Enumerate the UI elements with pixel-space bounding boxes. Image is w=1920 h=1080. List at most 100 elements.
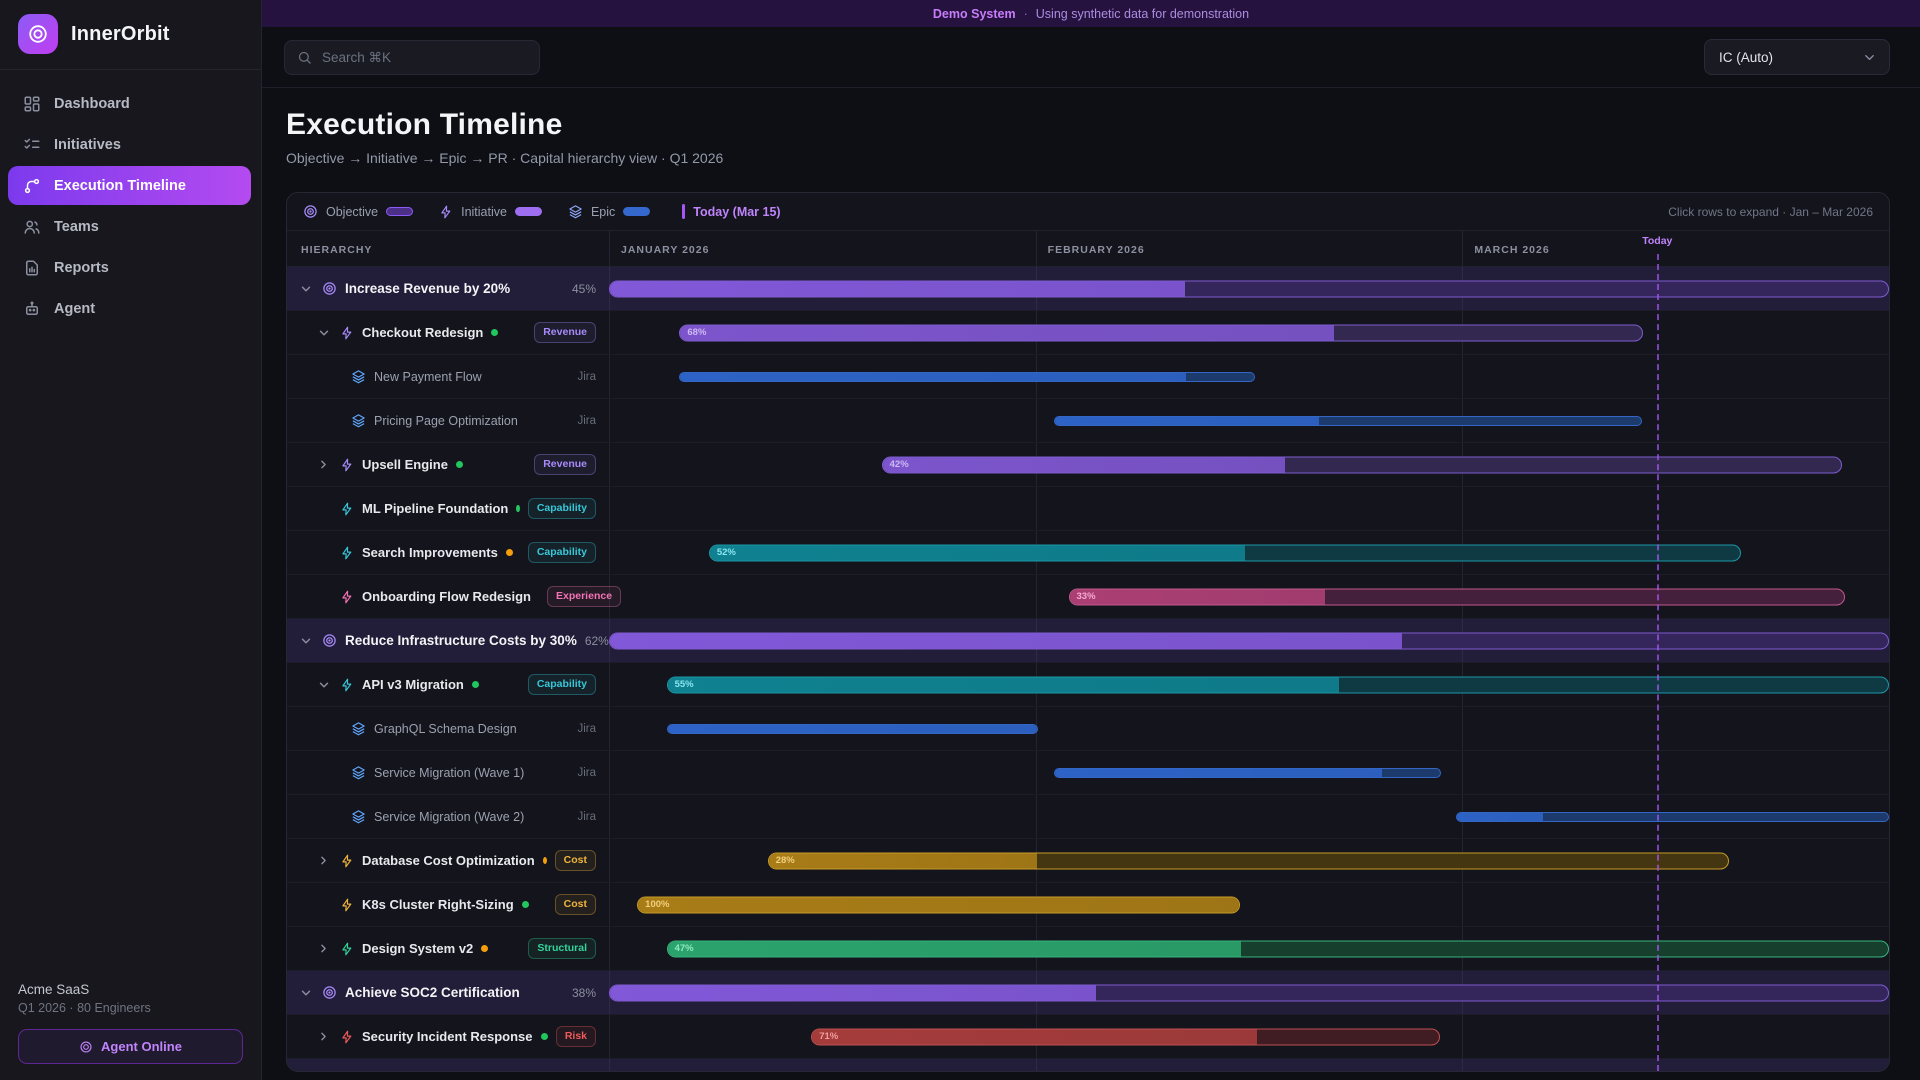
timeline-row[interactable]: Service Migration (Wave 2) Jira: [287, 795, 1889, 839]
objective-gantt-bar[interactable]: [609, 280, 1889, 297]
row-hierarchy-cell[interactable]: Pricing Page Optimization Jira: [287, 399, 609, 442]
row-label: K8s Cluster Right-Sizing: [362, 897, 514, 912]
search-box[interactable]: [284, 39, 540, 75]
bar-progress-fill: [709, 545, 1246, 560]
initiative-gantt-bar[interactable]: 68%: [679, 324, 1644, 341]
row-hierarchy-cell[interactable]: New Payment Flow Jira: [287, 355, 609, 398]
timeline-row[interactable]: Security Incident Response Risk 71%: [287, 1015, 1889, 1059]
row-label: Checkout Redesign: [362, 325, 484, 340]
row-hierarchy-cell[interactable]: GraphQL Schema Design Jira: [287, 707, 609, 750]
timeline-row[interactable]: Design System v2 Structural 47%: [287, 927, 1889, 971]
row-label: Onboarding Flow Redesign: [362, 589, 531, 604]
bar-progress-fill: [667, 677, 1339, 692]
row-hierarchy-cell[interactable]: Reduce Infrastructure Costs by 30% 62%: [287, 619, 609, 662]
row-hierarchy-cell[interactable]: Upsell Engine Revenue: [287, 443, 609, 486]
timeline-row[interactable]: API v3 Migration Capability 55%: [287, 663, 1889, 707]
row-hierarchy-cell[interactable]: Increase Revenue by 20% 45%: [287, 267, 609, 310]
timeline-row[interactable]: Onboarding Flow Redesign Experience 33%: [287, 575, 1889, 619]
epic-gantt-bar[interactable]: [1054, 415, 1642, 426]
objective-gantt-bar[interactable]: [609, 984, 1889, 1001]
timeline-row[interactable]: Database Cost Optimization Cost 28%: [287, 839, 1889, 883]
chevron-right-icon[interactable]: [317, 458, 332, 471]
timeline-row[interactable]: Checkout Redesign Revenue 68%: [287, 311, 1889, 355]
chevron-down-icon[interactable]: [299, 634, 314, 648]
initiative-gantt-bar[interactable]: 52%: [708, 544, 1741, 561]
chevron-right-icon[interactable]: [317, 942, 332, 955]
timeline-row[interactable]: Service Migration (Wave 1) Jira: [287, 751, 1889, 795]
zap-icon: [340, 546, 354, 560]
row-hierarchy-cell[interactable]: Checkout Redesign Revenue: [287, 311, 609, 354]
sidebar-item-initiatives[interactable]: Initiatives: [8, 125, 251, 164]
sidebar-item-label: Teams: [54, 218, 99, 235]
row-hierarchy-cell[interactable]: Achieve SOC2 Certification 38%: [287, 971, 609, 1014]
layers-icon: [568, 204, 583, 219]
timeline-row[interactable]: Increase Revenue by 20% 45%: [287, 267, 1889, 311]
initiative-gantt-bar[interactable]: 28%: [767, 852, 1729, 869]
row-label: Search Improvements: [362, 545, 498, 560]
chevron-down-icon[interactable]: [317, 678, 332, 692]
column-march: MARCH 2026: [1474, 243, 1550, 256]
timeline-row[interactable]: New Payment Flow Jira: [287, 355, 1889, 399]
chevron-down-icon[interactable]: [299, 986, 314, 1000]
profile-select[interactable]: IC (Auto): [1704, 39, 1890, 75]
chevron-right-icon[interactable]: [317, 854, 332, 867]
zap-icon: [340, 854, 354, 868]
sidebar-item-agent[interactable]: Agent: [8, 289, 251, 328]
epic-gantt-bar[interactable]: [1456, 811, 1889, 822]
chevron-right-icon[interactable]: [317, 1030, 332, 1043]
initiative-gantt-bar[interactable]: 33%: [1068, 588, 1846, 605]
initiative-gantt-bar[interactable]: 71%: [811, 1028, 1440, 1045]
reports-icon: [22, 259, 41, 277]
today-tick-icon: [682, 204, 686, 219]
initiative-gantt-bar[interactable]: 55%: [666, 676, 1889, 693]
sidebar-item-teams[interactable]: Teams: [8, 207, 251, 246]
epic-gantt-bar[interactable]: [1054, 767, 1441, 778]
sidebar-item-reports[interactable]: Reports: [8, 248, 251, 287]
timeline-row[interactable]: Search Improvements Capability 52%: [287, 531, 1889, 575]
brand-name: InnerOrbit: [71, 22, 170, 45]
row-hierarchy-cell[interactable]: Security Incident Response Risk: [287, 1015, 609, 1058]
timeline-row[interactable]: Reduce Infrastructure Costs by 30% 62%: [287, 619, 1889, 663]
today-marker-label: Today: [1642, 235, 1673, 247]
timeline-legend: Objective Initiative: [287, 193, 1889, 231]
initiatives-icon: [22, 136, 41, 154]
initiative-gantt-bar[interactable]: 47%: [666, 940, 1889, 957]
epic-gantt-bar[interactable]: [679, 371, 1256, 382]
timeline-row[interactable]: K8s Cluster Right-Sizing Cost 100%: [287, 883, 1889, 927]
bar-progress-label: 100%: [645, 899, 670, 910]
sidebar-item-dashboard[interactable]: Dashboard: [8, 84, 251, 123]
timeline-row[interactable]: Pricing Page Optimization Jira: [287, 399, 1889, 443]
profile-select-value: IC (Auto): [1719, 49, 1774, 65]
initiative-gantt-bar[interactable]: 42%: [881, 456, 1842, 473]
row-hierarchy-cell[interactable]: ML Pipeline Foundation Capability: [287, 487, 609, 530]
timeline-row[interactable]: GraphQL Schema Design Jira: [287, 707, 1889, 751]
demo-banner-separator: ·: [1023, 6, 1028, 21]
initiative-gantt-bar[interactable]: 100%: [637, 896, 1241, 913]
timeline-row[interactable]: ML Pipeline Foundation Capability: [287, 487, 1889, 531]
objective-gantt-bar[interactable]: [609, 632, 1889, 649]
timeline-row[interactable]: Achieve SOC2 Certification 38%: [287, 971, 1889, 1015]
row-timeline-cell: [609, 399, 1889, 442]
row-hierarchy-cell[interactable]: Database Cost Optimization Cost: [287, 839, 609, 882]
timeline-row[interactable]: Upsell Engine Revenue 42%: [287, 443, 1889, 487]
sidebar-item-execution-timeline[interactable]: Execution Timeline: [8, 166, 251, 205]
row-hierarchy-cell[interactable]: K8s Cluster Right-Sizing Cost: [287, 883, 609, 926]
timeline-grid: Today HIERARCHY JANUARY 2026 FEBRUARY 20…: [287, 231, 1889, 1071]
row-hierarchy-cell[interactable]: Design System v2 Structural: [287, 927, 609, 970]
demo-banner-title: Demo System: [932, 6, 1016, 21]
timeline-column-headers: HIERARCHY JANUARY 2026 FEBRUARY 2026 MAR…: [287, 231, 1889, 267]
row-timeline-cell: 68%: [609, 311, 1889, 354]
row-hierarchy-cell[interactable]: API v3 Migration Capability: [287, 663, 609, 706]
epic-gantt-bar[interactable]: [666, 723, 1038, 734]
row-hierarchy-cell[interactable]: Onboarding Flow Redesign Experience: [287, 575, 622, 618]
row-hierarchy-cell[interactable]: Service Migration (Wave 1) Jira: [287, 751, 609, 794]
category-badge: Structural: [528, 938, 596, 959]
row-hierarchy-cell[interactable]: Search Improvements Capability: [287, 531, 609, 574]
agent-online-button[interactable]: Agent Online: [18, 1029, 243, 1064]
chevron-down-icon[interactable]: [299, 282, 314, 296]
row-hierarchy-cell[interactable]: Service Migration (Wave 2) Jira: [287, 795, 609, 838]
search-input[interactable]: [322, 49, 527, 65]
page-title: Execution Timeline: [286, 108, 563, 141]
chevron-down-icon[interactable]: [317, 326, 332, 340]
